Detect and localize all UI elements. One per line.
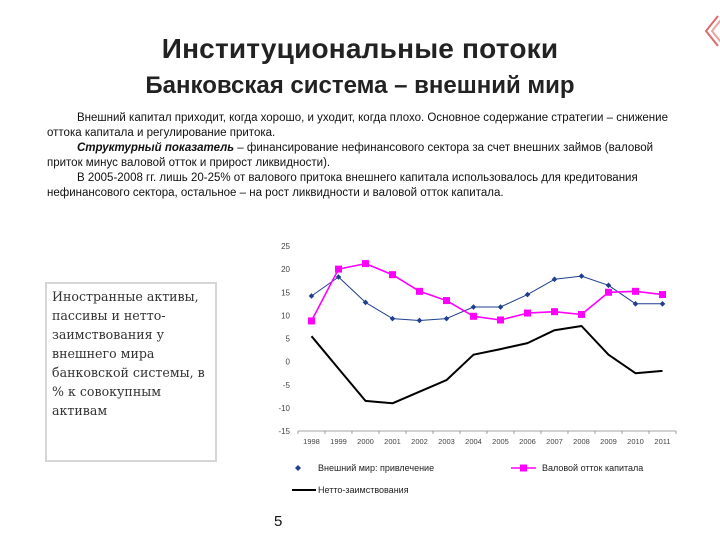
legend-label-outflow: Валовой отток капитала (542, 463, 643, 473)
data-point-inflow (497, 304, 504, 310)
data-point-inflow (470, 304, 477, 310)
paragraph-1: Внешний капитал приходит, когда хорошо, … (47, 112, 668, 139)
data-point-inflow (443, 315, 450, 322)
chart: 25 20 15 10 5 0 -5 -10 -15 1998 1999 2000 2001 2002 20… (268, 238, 688, 500)
data-point-outflow (308, 317, 315, 325)
data-point-outflow (362, 260, 369, 268)
series-line-1 (311, 275, 663, 321)
y-tick-label: 15 (281, 288, 290, 297)
data-point-outflow (416, 287, 423, 295)
series-line-2 (310, 262, 663, 322)
data-point-outflow (335, 265, 342, 273)
chart-svg: 25 20 15 10 5 0 -5 -10 -15 1998 1999 2000 2001 2002 20… (278, 242, 677, 495)
data-point-outflow (470, 312, 477, 320)
paragraph-2: Структурный показатель – финансирование … (47, 141, 687, 171)
y-tick-label: -15 (278, 427, 290, 436)
x-tick-label: 2004 (465, 437, 482, 446)
data-point-inflow (605, 282, 612, 289)
body-text: Внешний капитал приходит, когда хорошо, … (47, 111, 687, 201)
x-tick-label: 2006 (519, 437, 536, 446)
data-point-outflow (551, 308, 558, 316)
y-tick-label: 5 (286, 335, 291, 344)
x-tick-label: 1998 (303, 437, 320, 446)
legend-marker-outflow (520, 464, 527, 472)
slide-subtitle: Банковская система – внешний мир (145, 72, 575, 99)
side-note-text: Иностранные активы, пассивы и нетто-заим… (52, 289, 205, 418)
data-point-inflow (308, 293, 315, 299)
legend-marker-inflow (295, 465, 301, 471)
x-tick-label: 2009 (600, 437, 617, 446)
y-tick-label: 20 (281, 265, 290, 274)
slide-title: Институциональные потоки (161, 33, 559, 64)
data-point-outflow (605, 288, 612, 296)
x-tick-label: 2010 (627, 437, 644, 446)
y-tick-label: -10 (278, 404, 290, 413)
data-point-outflow (659, 291, 666, 299)
y-tick-label: -5 (283, 381, 291, 390)
data-point-inflow (389, 315, 396, 322)
data-point-outflow (578, 310, 585, 318)
x-tick-label: 2000 (357, 437, 374, 446)
data-point-inflow (416, 317, 423, 324)
data-point-outflow (632, 287, 639, 295)
data-point-outflow (443, 297, 450, 305)
x-tick-label: 2001 (384, 437, 401, 446)
paragraph-2-rest: – финансирование нефинансового сектора з… (47, 142, 654, 169)
y-tick-label: 0 (286, 358, 291, 367)
x-tick-label: 2011 (654, 437, 670, 446)
x-tick-label: 2003 (438, 437, 455, 446)
paragraph-3: В 2005-2008 гг. лишь 20-25% от валового … (47, 172, 638, 199)
data-point-outflow (497, 316, 504, 324)
x-tick-label: 2002 (411, 437, 428, 446)
data-point-outflow (389, 271, 396, 279)
data-point-outflow (524, 309, 531, 317)
x-tick-label: 2008 (573, 437, 590, 446)
data-point-inflow (659, 301, 666, 307)
data-point-inflow (551, 276, 558, 283)
paragraph-2-emphasis: Структурный показатель (77, 142, 235, 154)
page-number: 5 (274, 513, 283, 530)
top-band (0, 0, 720, 6)
x-tick-label: 2007 (546, 437, 563, 446)
series-line-3 (310, 325, 663, 405)
y-tick-label: 25 (281, 242, 290, 251)
legend-label-net: Нетто-заимствования (318, 485, 409, 495)
x-tick-label: 1999 (330, 437, 347, 446)
legend-label-inflow: Внешний мир: привлечение (318, 463, 434, 473)
data-point-inflow (524, 291, 531, 298)
x-tick-label: 2005 (492, 437, 509, 446)
data-point-inflow (578, 273, 585, 279)
y-tick-label: 10 (281, 311, 290, 320)
side-note-box: Иностранные активы, пассивы и нетто-заим… (45, 282, 217, 462)
chevron-decoration-icon (698, 14, 720, 48)
